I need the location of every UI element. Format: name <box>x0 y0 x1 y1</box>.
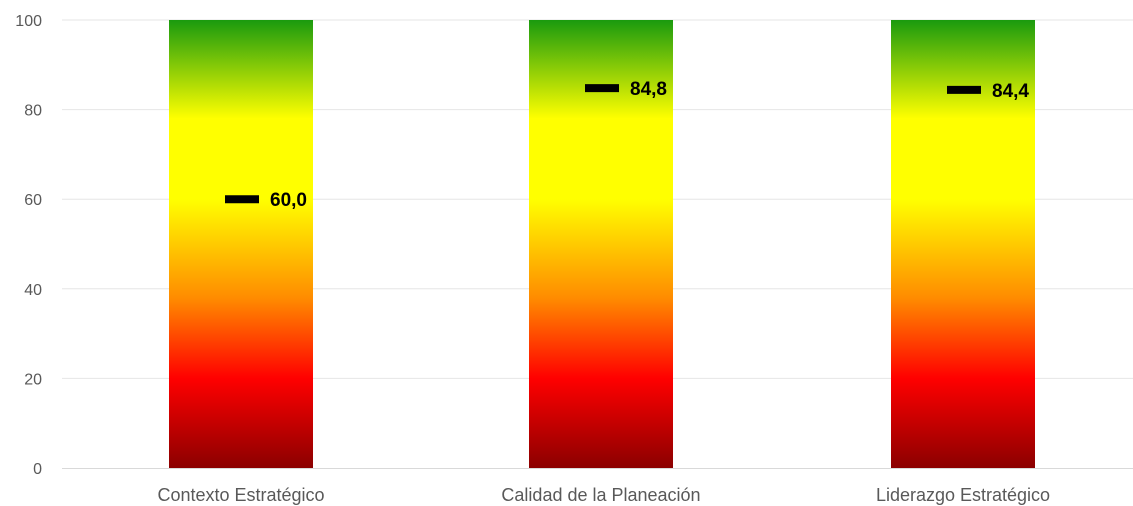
data-label: 84,4 <box>992 81 1029 102</box>
x-axis-labels: Contexto Estratégico Calidad de la Planea… <box>157 485 1050 505</box>
y-tick-label: 0 <box>33 461 42 478</box>
bar <box>529 20 673 468</box>
x-category-label: Contexto Estratégico <box>157 485 324 505</box>
x-category-label: Calidad de la Planeación <box>501 485 700 505</box>
y-tick-label: 80 <box>24 103 42 120</box>
data-label: 84,8 <box>630 79 667 100</box>
y-axis-ticks: 0 20 40 60 80 100 <box>15 13 42 478</box>
bar <box>891 20 1035 468</box>
y-tick-label: 60 <box>24 192 42 209</box>
bar <box>169 20 313 468</box>
y-tick-label: 100 <box>15 13 42 30</box>
y-tick-label: 40 <box>24 282 42 299</box>
data-label: 60,0 <box>270 190 307 211</box>
markers: 60,0 84,8 84,4 <box>225 79 1029 211</box>
bars <box>169 20 1035 468</box>
y-tick-label: 20 <box>24 371 42 388</box>
x-category-label: Liderazgo Estratégico <box>876 485 1050 505</box>
